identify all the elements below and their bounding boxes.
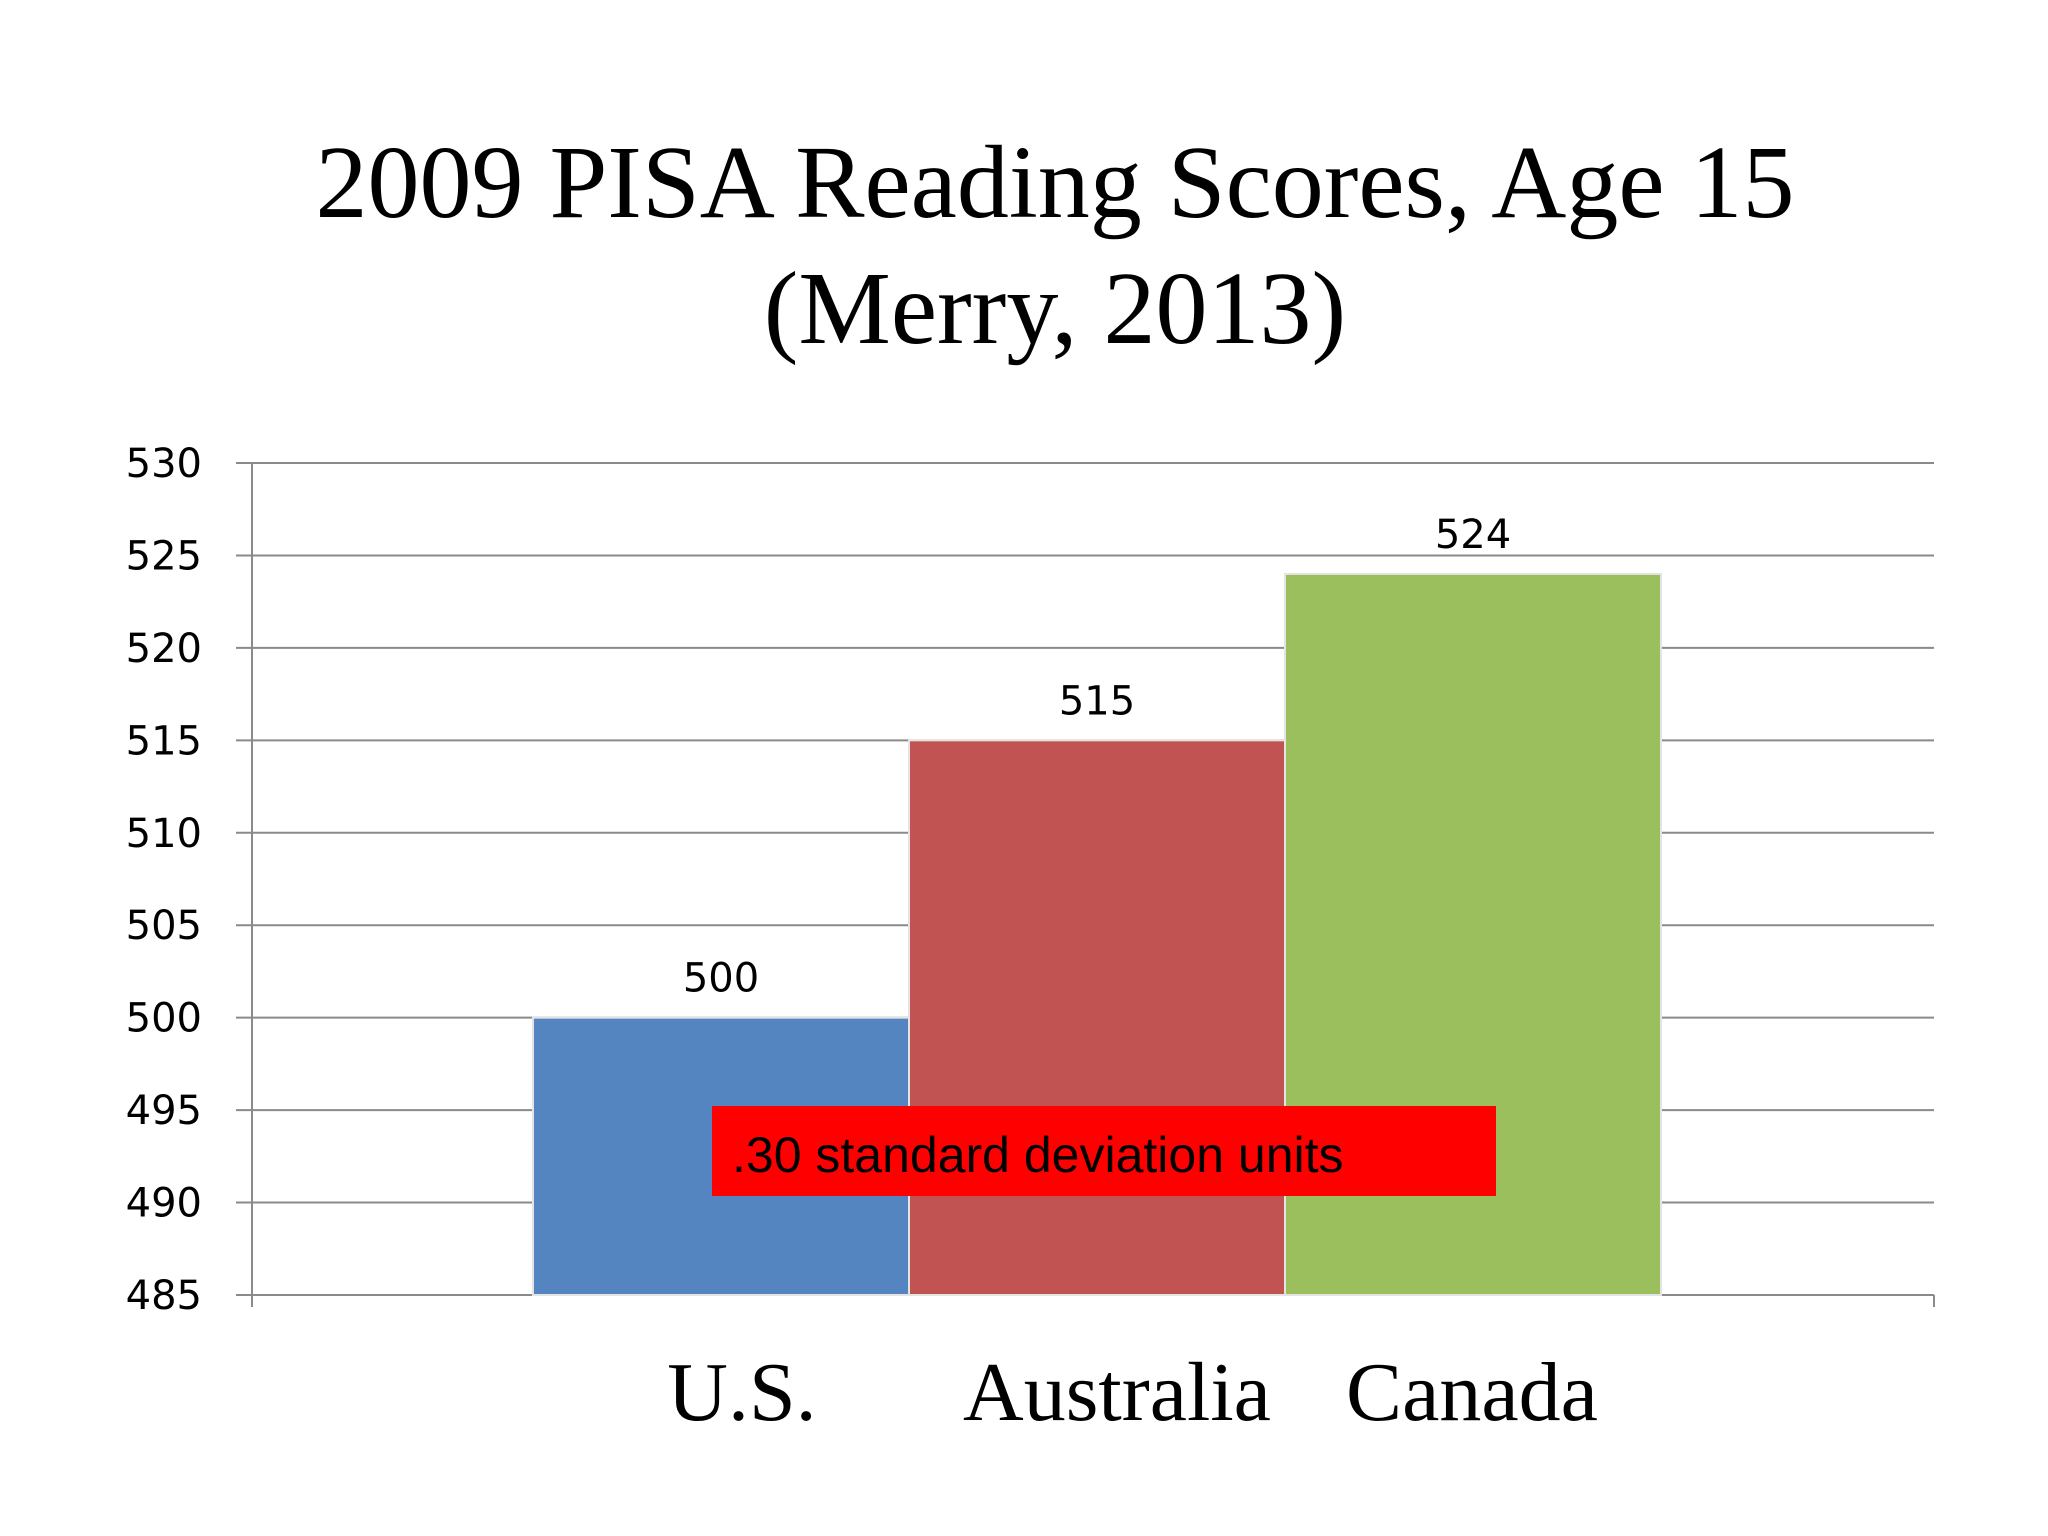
annotation-box: .30 standard deviation units xyxy=(712,1106,1496,1196)
y-tick-label: 485 xyxy=(126,1273,202,1319)
y-tick-label: 505 xyxy=(126,903,202,949)
y-tick-label: 495 xyxy=(126,1088,202,1134)
y-tick-label: 490 xyxy=(126,1181,202,1227)
y-tick-label: 500 xyxy=(126,996,202,1042)
category-label: Australia xyxy=(963,1346,1271,1439)
y-tick-label: 520 xyxy=(126,626,202,672)
data-label: 524 xyxy=(1435,512,1511,558)
category-label: Canada xyxy=(1346,1346,1598,1439)
title-line-1: 2009 PISA Reading Scores, Age 15 xyxy=(315,125,1795,240)
data-label: 515 xyxy=(1059,678,1135,724)
category-label: U.S. xyxy=(667,1346,816,1439)
y-tick-label: 525 xyxy=(126,533,202,579)
bar-australia xyxy=(908,739,1286,1296)
annotation-text: .30 standard deviation units xyxy=(732,1127,1344,1183)
category-labels: U.S. Australia Canada xyxy=(667,1346,1598,1439)
y-tick-label: 530 xyxy=(126,441,202,487)
chart-title: 2009 PISA Reading Scores, Age 15 (Merry,… xyxy=(0,120,2048,372)
data-label: 500 xyxy=(683,956,759,1002)
title-line-2: (Merry, 2013) xyxy=(763,251,1347,366)
data-labels: 500 515 524 xyxy=(683,512,1511,1002)
y-axis: 485 490 495 500 505 510 515 520 525 530 xyxy=(126,441,1935,1319)
y-tick-label: 510 xyxy=(126,811,202,857)
annotation-background xyxy=(712,1106,1496,1196)
y-tick-label: 515 xyxy=(126,718,202,764)
